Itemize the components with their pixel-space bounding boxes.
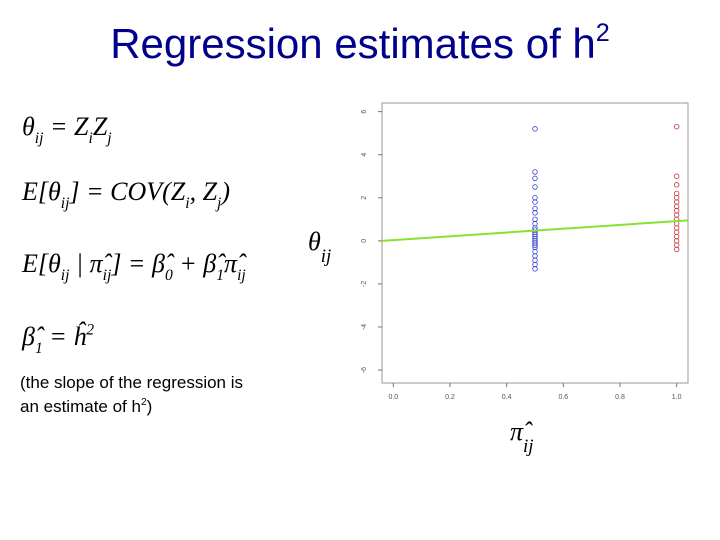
plot-frame	[381, 102, 689, 384]
equation: E[θij​ | π̂ij​] = β̂0​ + β̂1​π̂ij​	[21, 249, 247, 284]
note-line-part: )	[147, 397, 153, 416]
x-tick-label: 0.8	[615, 394, 625, 401]
y-tick-label: 2	[361, 196, 368, 200]
equation-part: j	[215, 195, 221, 212]
equation-part: 0	[165, 267, 173, 284]
equation-part: , Z	[190, 177, 218, 206]
point	[532, 199, 538, 205]
x-axis-label: π̂ij	[510, 417, 534, 457]
y-tick-label: -6	[361, 367, 368, 373]
equation-part: i	[185, 195, 189, 212]
y-tick-label: 4	[361, 153, 368, 157]
point	[673, 173, 680, 179]
x-tick-label: 0.4	[502, 394, 512, 401]
slide-title-part: Regression estimates of h	[110, 20, 596, 67]
point	[532, 242, 538, 248]
note-line-part: 2	[141, 397, 147, 408]
point	[532, 169, 538, 175]
equation-part: ij	[103, 267, 112, 284]
y-tick-label: 0	[361, 239, 368, 243]
equation-part: i	[88, 130, 92, 147]
equation: θij​ = Zi​Zj​	[22, 112, 112, 147]
slide-title: Regression estimates of h2​	[110, 19, 610, 67]
equation: β̂1​ = ĥ2​	[21, 322, 94, 357]
equation-part: 1	[35, 340, 43, 357]
equation-part: ij	[35, 130, 44, 147]
equation-part: Z	[93, 112, 108, 141]
equation-part: ij	[61, 267, 70, 284]
equation-part: = Z	[43, 112, 89, 141]
y-label-main: θ	[308, 227, 321, 256]
x-tick-label: 1.0	[672, 394, 682, 401]
x-tick-label: 0.0	[388, 394, 398, 401]
note-line: an estimate of h2​)	[20, 397, 152, 416]
equation-part: ] = β̂	[110, 249, 175, 278]
y-label-sub: ij	[321, 246, 332, 267]
note-line-part: an estimate of h	[20, 397, 141, 416]
equation-part: = ĥ	[43, 322, 88, 351]
equation-part: ] = COV(Z	[68, 177, 185, 206]
equation-part: )	[219, 177, 230, 206]
point	[673, 246, 680, 253]
point	[532, 210, 538, 216]
y-tick-label: 6	[361, 110, 368, 114]
equation-part: E[θ	[21, 177, 61, 206]
y-tick-label: -4	[361, 324, 368, 330]
point	[673, 123, 680, 130]
point	[532, 175, 538, 182]
equation-part: ij	[237, 267, 246, 284]
note-line: (the slope of the regression is	[20, 373, 243, 392]
equation: E[θij​] = COV(Zi​, Zj​)	[21, 177, 230, 212]
y-axis-label: θij	[308, 227, 331, 267]
equation-part: θ	[22, 112, 35, 141]
x-label-sub: ij	[523, 436, 534, 457]
fit-line	[381, 219, 689, 242]
x-tick-label: 0.2	[445, 394, 455, 401]
point	[532, 126, 538, 132]
point	[532, 184, 538, 190]
x-tick-label: 0.6	[558, 394, 568, 401]
y-tick-label: -2	[361, 281, 368, 287]
equation-part: j	[105, 130, 111, 147]
equation-part: 2	[86, 322, 94, 339]
point	[673, 182, 680, 188]
equation-part: E[θ	[21, 249, 61, 278]
point	[532, 266, 538, 272]
equation-part: 1	[216, 267, 224, 284]
slide-title-part: 2	[596, 19, 610, 47]
equation-part: ij	[61, 195, 70, 212]
note-line-part: (the slope of the regression is	[20, 373, 243, 392]
